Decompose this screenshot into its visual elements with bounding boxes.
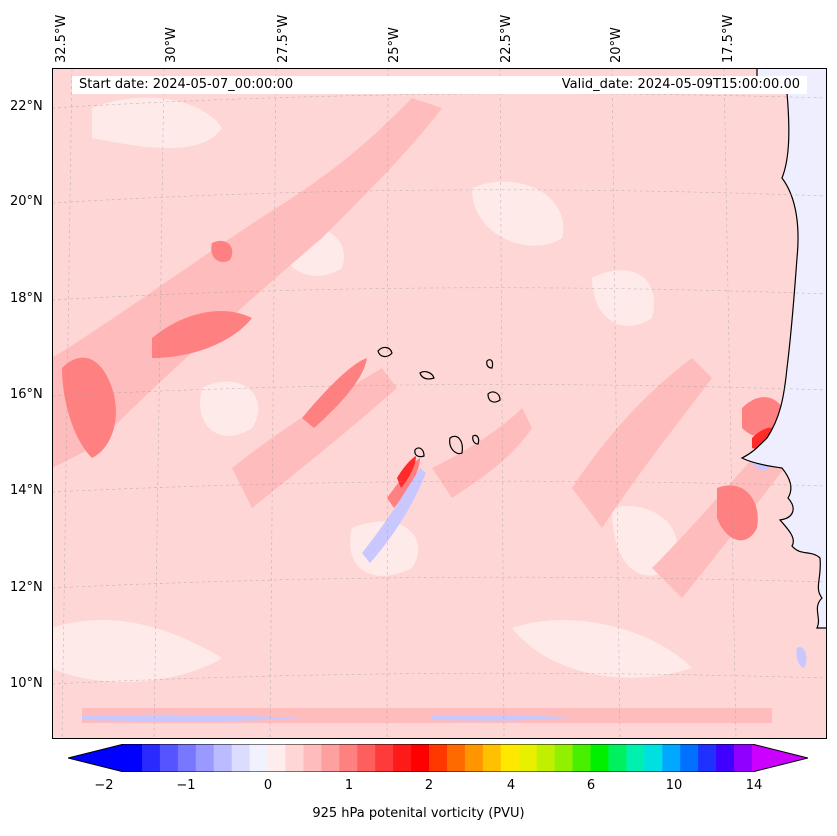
colorbar-swatch — [429, 744, 448, 772]
lat-label-18n: 18°N — [10, 291, 43, 306]
lon-label-30w: 30°W — [164, 27, 179, 63]
colorbar-swatch — [213, 744, 233, 772]
lon-label-22-5w: 22.5°W — [499, 14, 514, 63]
colorbar-swatch — [536, 744, 556, 772]
lat-label-10n: 10°N — [10, 676, 43, 691]
colorbar — [68, 744, 808, 772]
colorbar-swatch — [285, 744, 304, 772]
colorbar-tick-1: 1 — [344, 778, 354, 793]
colorbar-swatch — [411, 744, 430, 772]
colorbar-swatch — [464, 744, 484, 772]
colorbar-swatch — [662, 744, 681, 772]
strong-pv-regions — [62, 240, 787, 541]
colorbar-swatch — [446, 744, 466, 772]
colorbar-swatch — [680, 744, 699, 772]
colorbar-swatch — [644, 744, 663, 772]
colorbar-swatch — [231, 744, 251, 772]
colorbar-swatch — [608, 744, 627, 772]
colorbar-tick-minus2: −2 — [94, 778, 114, 793]
header-box — [72, 76, 807, 94]
map-background — [52, 68, 827, 739]
colorbar-swatch — [267, 744, 286, 772]
colorbar-label: 925 hPa potenital vorticity (PVU) — [312, 806, 525, 821]
colorbar-swatch — [303, 744, 322, 772]
lon-label-17-5w: 17.5°W — [721, 14, 736, 63]
colorbar-tick-10: 10 — [665, 778, 683, 793]
lon-label-27-5w: 27.5°W — [276, 14, 291, 63]
colorbar-swatch — [321, 744, 340, 772]
lat-label-20n: 20°N — [10, 194, 43, 209]
colorbar-swatch — [518, 744, 538, 772]
valid-date-label: Valid_date: 2024-05-09T15:00:00.00 — [561, 77, 800, 92]
pv-contour-map — [52, 68, 827, 739]
colorbar-swatch — [357, 744, 376, 772]
colorbar-swatch — [339, 744, 358, 772]
colorbar-tick-minus1: −1 — [176, 778, 196, 793]
african-continent — [740, 68, 827, 629]
colorbar-swatch — [124, 744, 143, 772]
colorbar-swatch — [590, 744, 609, 772]
lat-label-22n: 22°N — [10, 99, 43, 114]
start-date-label: Start date: 2024-05-07_00:00:00 — [79, 77, 294, 92]
lon-label-32-5w: 32.5°W — [54, 14, 69, 63]
colorbar-swatch — [195, 744, 215, 772]
colorbar-swatch — [554, 744, 574, 772]
colorbar-swatch — [500, 744, 520, 772]
graticule — [52, 68, 827, 739]
colorbar-tick-2: 2 — [424, 778, 434, 793]
colorbar-swatch — [716, 744, 735, 772]
lat-label-14n: 14°N — [10, 483, 43, 498]
colorbar-swatch — [734, 744, 753, 772]
lat-label-16n: 16°N — [10, 387, 43, 402]
map-panel: Start date: 2024-05-07_00:00:00 Valid_da… — [52, 68, 827, 739]
colorbar-tick-4: 4 — [506, 778, 516, 793]
colorbar-tick-6: 6 — [586, 778, 596, 793]
colorbar-swatch — [626, 744, 645, 772]
colorbar-swatch — [249, 744, 269, 772]
colorbar-under-triangle — [68, 744, 124, 772]
lon-label-25w: 25°W — [387, 27, 402, 63]
colorbar-swatch — [375, 744, 394, 772]
colorbar-tick-14: 14 — [745, 778, 763, 793]
colorbar-swatch — [698, 744, 717, 772]
lon-label-20w: 20°W — [609, 27, 624, 63]
colorbar-over-triangle — [752, 744, 808, 772]
colorbar-swatch — [393, 744, 412, 772]
colorbar-swatch — [177, 744, 197, 772]
colorbar-tick-0: 0 — [263, 778, 273, 793]
lat-label-12n: 12°N — [10, 580, 43, 595]
colorbar-swatch — [482, 744, 502, 772]
colorbar-swatch — [141, 744, 161, 772]
colorbar-swatch — [159, 744, 179, 772]
colorbar-swatch — [572, 744, 592, 772]
cape-verde-islands — [377, 346, 501, 458]
